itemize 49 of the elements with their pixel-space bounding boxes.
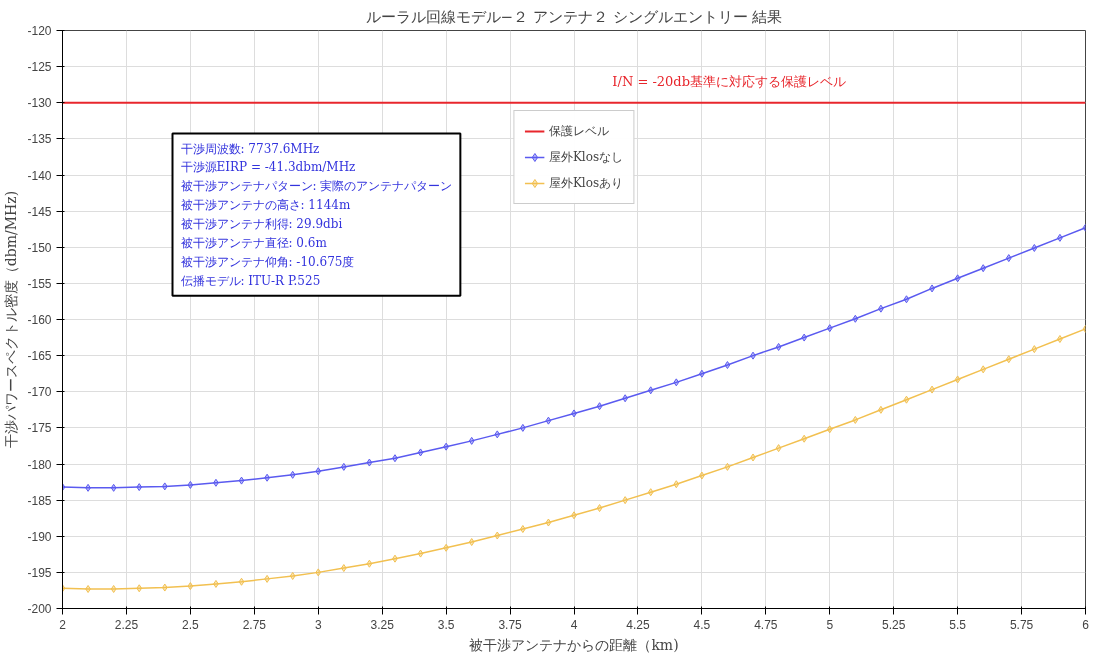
x-tick-label: 5.75 [1009,617,1034,632]
legend-label: 屋外Klosあり [548,174,624,192]
y-tick-label: -120 [27,24,52,38]
x-tick-label: 4.25 [626,617,650,632]
annotation: 干渉源EIRP = -41.3dbm/MHz [180,160,356,175]
legend-label: 屋外Klosなし [548,148,624,166]
annotation: 被干渉アンテナ直径: 0.6m [180,236,328,250]
annotation: I/N = -20db基準に対応する保護レベル [612,73,846,89]
y-tick-label: -170 [27,385,52,400]
y-tick-label: -165 [27,349,52,364]
y-tick-label: -125 [27,60,52,75]
x-tick-label: 3 [314,617,322,632]
x-tick-label: 2.75 [242,617,267,632]
x-tick-label: 4.5 [693,617,711,632]
y-tick-label: -175 [27,421,52,436]
y-tick-label: -150 [27,240,52,255]
x-tick-label: 5.5 [949,617,967,632]
y-tick-label: -145 [27,204,52,219]
x-tick-label: 2.25 [114,617,139,632]
annotation: 被干渉アンテナの高さ: 1144m [180,198,351,213]
x-tick-label: 4.75 [754,617,778,632]
chart-title: ルーラル回線モデル−２ アンテナ２ シングルエントリー 結果 [365,7,783,26]
x-tick-label: 2 [59,617,67,632]
annotation: 被干渉アンテナ利得: 29.9dbi [180,217,343,232]
y-tick-label: -180 [27,457,52,472]
x-axis-title: 被干渉アンテナからの距離（km) [469,636,679,653]
legend-label: 保護レベル [548,122,609,140]
x-tick-label: 4 [570,617,578,632]
y-tick-label: -190 [27,529,52,544]
y-tick-label: -130 [27,96,52,111]
annotation: 干渉周波数: 7737.6MHz [180,141,320,156]
annotation: 伝播モデル: ITU-R P.525 [180,273,321,288]
x-tick-label: 5 [826,617,834,632]
x-tick-label: 6 [1082,617,1090,632]
x-tick-label: 3.25 [370,617,395,632]
annotation: 被干渉アンテナパターン: 実際のアンテナパターン [180,179,453,194]
annotation: 被干渉アンテナ仰角: -10.675度 [180,254,355,269]
y-tick-label: -195 [27,565,52,580]
x-tick-label: 5.25 [882,617,906,632]
y-axis-title: 干渉パワースペクトル密度（dbm/MHz) [3,190,20,449]
x-tick-label: 2.5 [182,617,200,632]
y-tick-label: -160 [27,313,52,327]
x-tick-label: 3.75 [498,617,523,632]
y-tick-label: -140 [27,168,52,183]
y-tick-label: -135 [27,132,52,147]
x-tick-label: 3.5 [437,617,455,632]
y-tick-label: -185 [27,493,52,508]
y-tick-label: -155 [27,276,52,291]
y-tick-label: -200 [27,602,52,616]
